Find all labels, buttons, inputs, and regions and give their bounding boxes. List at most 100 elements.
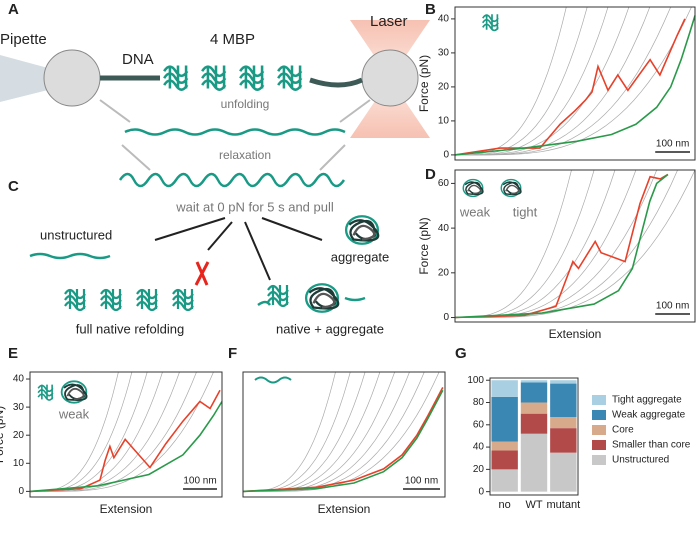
wlc-guide (462, 169, 616, 318)
legend-swatch (592, 410, 606, 420)
y-tick-label: 20 (438, 82, 450, 93)
y-axis-label: Force (pN) (417, 55, 431, 112)
bar-segment (491, 380, 518, 397)
wlc-guide (268, 371, 440, 492)
bar-segment (491, 450, 518, 470)
wlc-guide (265, 371, 425, 492)
label: full native refolding (76, 321, 184, 336)
wlc-guide (246, 371, 351, 492)
wlc-guide (36, 371, 148, 492)
y-tick-label: 10 (438, 116, 450, 127)
plot-frame (29, 371, 223, 498)
y-tick-label: 100 (467, 375, 484, 386)
trace (242, 387, 444, 493)
label: 4 MBP (210, 31, 255, 48)
inset-label: weak (459, 204, 491, 219)
legend-label: Weak aggregate (612, 410, 686, 421)
y-tick-label: 0 (443, 150, 449, 161)
bar-segment (550, 417, 577, 429)
scale-bar-label: 100 nm (656, 301, 689, 312)
y-tick-label: 0 (443, 312, 449, 323)
wlc-guide (468, 169, 658, 318)
y-tick-label: 30 (13, 402, 25, 413)
legend-label: Smaller than core (612, 440, 691, 451)
inset-label: tight (513, 204, 538, 219)
trace (29, 401, 223, 493)
wlc-guide (250, 371, 366, 492)
schematic: A C Pipette DNA 4 MBP Laser unfolding re… (0, 1, 522, 404)
y-tick-label: 20 (473, 464, 485, 475)
legend-swatch (592, 455, 606, 465)
y-tick-label: 40 (473, 442, 485, 453)
label: wait at 0 pN for 5 s and pull (175, 199, 334, 214)
y-tick-label: 30 (438, 48, 450, 59)
y-tick-label: 20 (13, 430, 25, 441)
bar-segment (550, 452, 577, 492)
scale-bar-label: 100 nm (656, 139, 689, 150)
wlc-guide (475, 6, 692, 156)
y-tick-label: 0 (18, 486, 24, 497)
legend-label: Unstructured (612, 455, 669, 466)
relaxed-chain (118, 172, 346, 188)
y-tick-label: 0 (478, 486, 484, 497)
y-tick-label: 10 (13, 458, 25, 469)
wlc-guide (254, 371, 381, 492)
label: relaxation (219, 148, 271, 162)
y-tick-label: 40 (438, 223, 450, 234)
x-axis-label: Extension (318, 502, 371, 516)
bar-segment (520, 402, 548, 414)
wlc-guide (43, 371, 180, 492)
label: native + aggregate (276, 321, 384, 336)
bar-segment (520, 380, 548, 383)
panel-label: G (455, 345, 467, 362)
trace (454, 173, 669, 319)
bar-segment (550, 380, 577, 384)
x-tick-label: no (499, 499, 511, 511)
bar-segment (550, 428, 577, 453)
label: unfolding (221, 97, 270, 111)
trace (454, 18, 686, 156)
wlc-guide (257, 371, 396, 492)
bar-segment (520, 413, 548, 434)
wlc-guide (243, 371, 336, 492)
plot-frame (489, 377, 579, 496)
label: DNA (122, 51, 154, 68)
panel-label: D (425, 166, 436, 183)
panel-label: B (425, 1, 436, 18)
x-axis-label: Extension (100, 502, 153, 516)
cross (194, 261, 210, 286)
bar-segment (491, 441, 518, 451)
y-axis-label: Force (pN) (417, 217, 431, 274)
wlc-guide (462, 6, 609, 156)
x-axis-label: Extension (549, 327, 602, 341)
label: Laser (370, 13, 408, 30)
trace (454, 15, 696, 156)
bar-segment (520, 433, 548, 492)
legend-swatch (592, 395, 606, 405)
label: aggregate (331, 249, 390, 264)
plot-frame (242, 371, 446, 498)
y-tick-label: 20 (438, 267, 450, 278)
x-tick-label: WT (525, 499, 542, 511)
arrows (154, 217, 323, 281)
panel-label: A (8, 1, 19, 18)
connector (99, 99, 371, 171)
y-tick-label: 40 (438, 14, 450, 25)
label: Pipette (0, 31, 47, 48)
wlc-guide (458, 6, 588, 156)
dna (100, 75, 364, 88)
y-tick-label: 60 (438, 178, 450, 189)
pipette (0, 55, 48, 102)
panel-label: C (8, 178, 19, 195)
inset-label: weak (58, 406, 90, 421)
panel-label: F (228, 345, 237, 362)
bead (361, 49, 419, 107)
bar-segment (550, 383, 577, 417)
y-tick-label: 40 (13, 374, 25, 385)
bar-segment (520, 382, 548, 403)
wlc-guide (475, 169, 696, 318)
legend-label: Core (612, 425, 634, 436)
bead (43, 49, 101, 107)
bar-segment (491, 396, 518, 442)
